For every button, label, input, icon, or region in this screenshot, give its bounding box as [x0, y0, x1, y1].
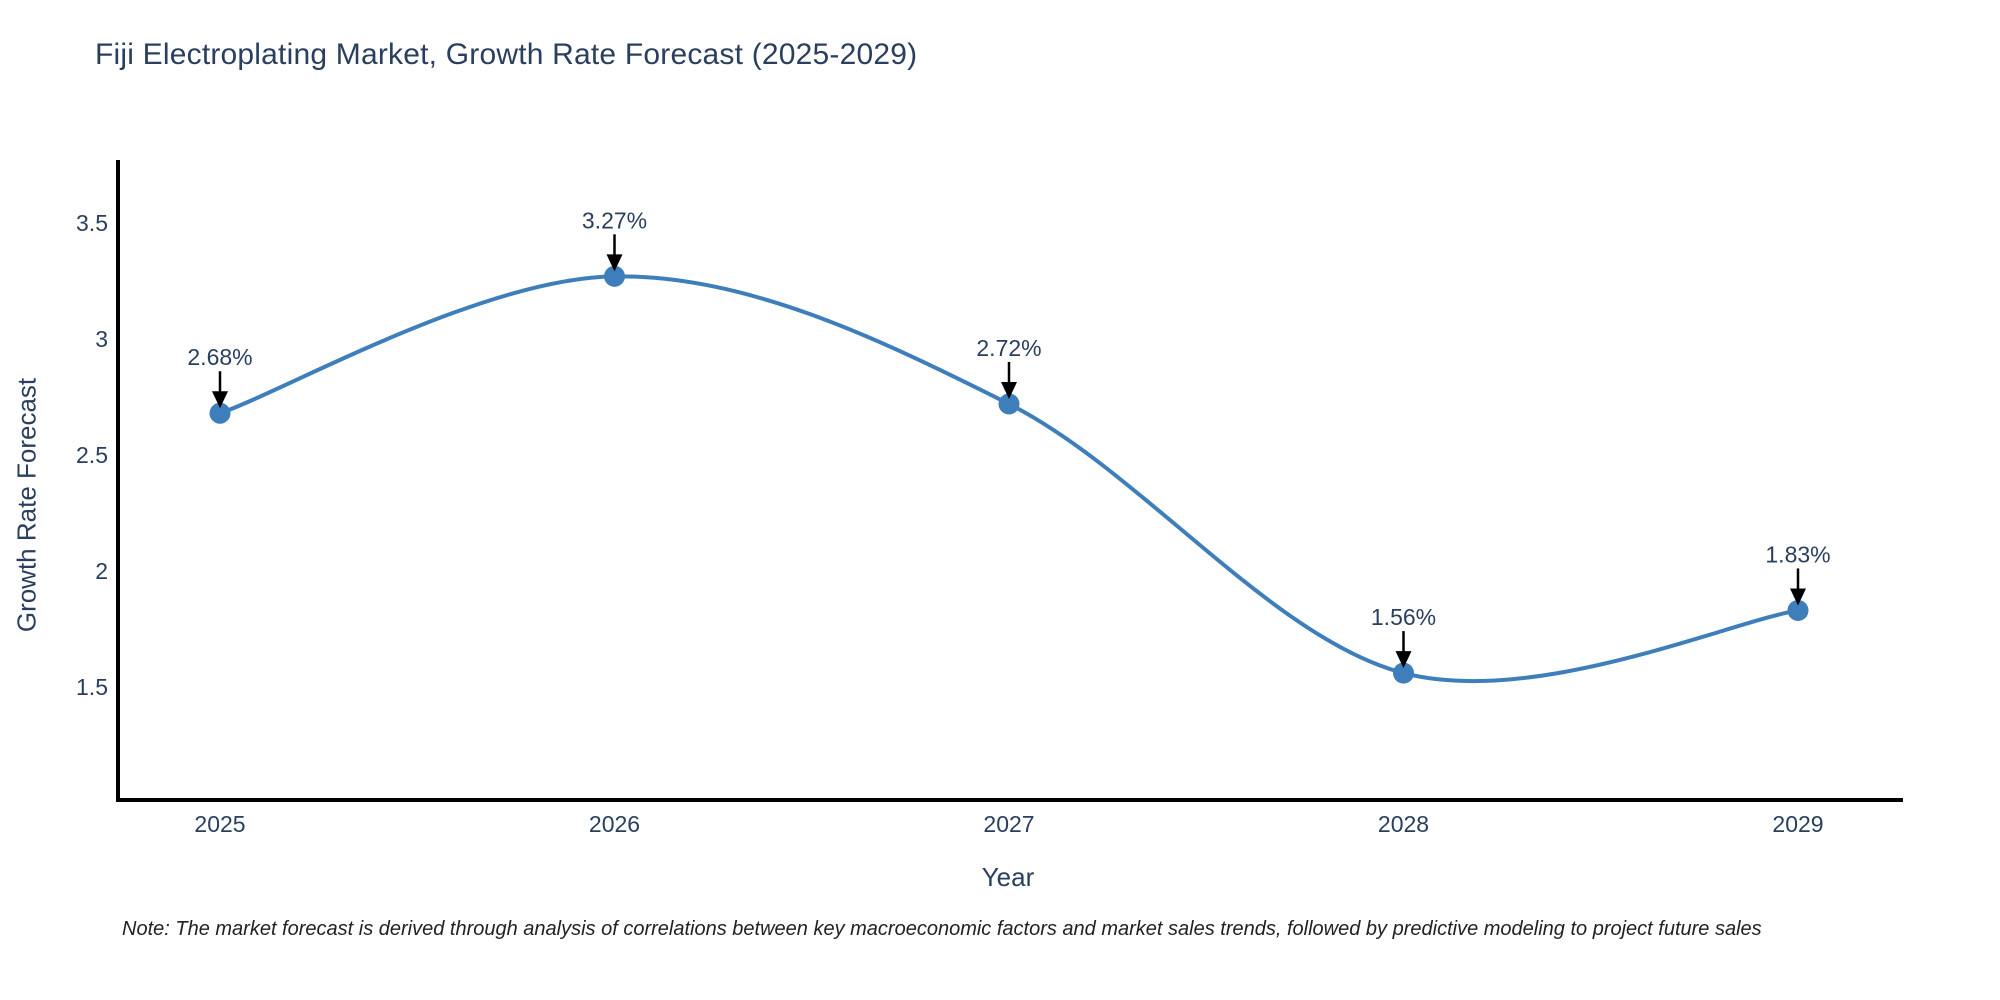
data-point-marker[interactable] [1787, 599, 1809, 621]
data-point-label: 1.56% [1371, 604, 1436, 630]
x-tick-label: 2028 [1378, 811, 1429, 837]
chart-title: Fiji Electroplating Market, Growth Rate … [95, 38, 918, 71]
footnote: Note: The market forecast is derived thr… [122, 918, 1762, 940]
x-tick-label: 2025 [194, 811, 245, 837]
annotation-arrowhead [212, 391, 228, 409]
y-tick-label: 2 [95, 558, 108, 584]
data-point-label: 2.68% [187, 344, 252, 370]
data-point-label: 3.27% [582, 207, 647, 233]
annotation-arrowhead [1790, 588, 1806, 606]
y-tick-label: 3.5 [76, 210, 108, 236]
y-tick-label: 2.5 [76, 442, 108, 468]
data-point-label: 2.72% [976, 335, 1041, 361]
annotation-arrowhead [1001, 381, 1017, 399]
data-point-marker[interactable] [209, 402, 231, 424]
x-tick-label: 2026 [589, 811, 640, 837]
data-point-marker[interactable] [604, 265, 625, 287]
y-tick-label: 3 [95, 326, 108, 352]
y-axis-title: Growth Rate Forecast [11, 377, 42, 633]
x-tick-label: 2027 [983, 811, 1034, 837]
data-point-marker[interactable] [998, 393, 1020, 415]
x-tick-label: 2029 [1772, 811, 1823, 837]
annotation-arrowhead [606, 254, 623, 272]
data-point-label: 1.83% [1765, 541, 1830, 567]
x-axis-title: Year [981, 862, 1035, 892]
data-point-marker[interactable] [1393, 662, 1414, 684]
annotation-arrowhead [1395, 651, 1412, 669]
y-tick-label: 1.5 [76, 674, 108, 700]
